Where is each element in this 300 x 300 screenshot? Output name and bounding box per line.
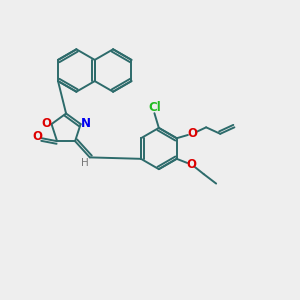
Text: O: O (33, 130, 43, 143)
Text: Cl: Cl (148, 101, 161, 114)
Text: O: O (186, 158, 197, 171)
Text: O: O (187, 127, 197, 140)
Text: H: H (81, 158, 88, 168)
Text: O: O (41, 117, 51, 130)
Text: N: N (81, 117, 91, 130)
